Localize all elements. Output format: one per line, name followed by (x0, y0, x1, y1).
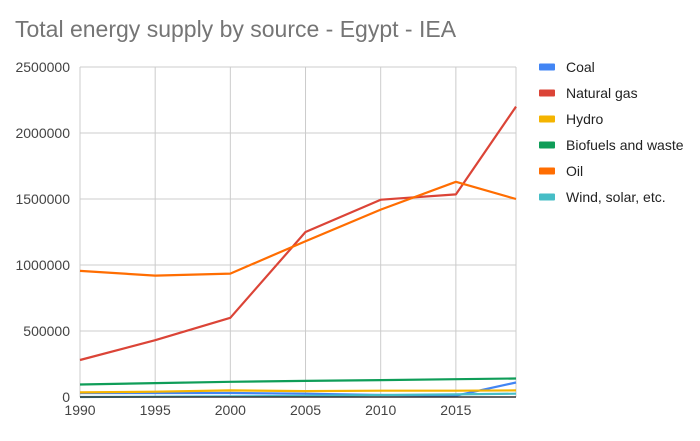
legend-label: Hydro (566, 111, 604, 127)
legend-label: Coal (566, 59, 595, 75)
y-tick-label: 500000 (23, 323, 70, 339)
legend-swatch (539, 63, 555, 71)
chart-title: Total energy supply by source - Egypt - … (15, 16, 457, 42)
x-tick-label: 1995 (140, 402, 171, 418)
legend-swatch (539, 141, 555, 149)
y-tick-label: 0 (62, 389, 70, 405)
series-line-3 (79, 377, 517, 386)
y-tick-label: 1000000 (15, 257, 70, 273)
x-tick-label: 2000 (215, 402, 246, 418)
legend-swatch (539, 167, 555, 175)
y-tick-label: 2000000 (15, 125, 70, 141)
legend-label: Natural gas (566, 85, 638, 101)
legend-swatch (539, 89, 555, 97)
series-lines (79, 105, 517, 399)
legend-label: Biofuels and waste (566, 137, 684, 153)
y-tick-label: 1500000 (15, 191, 70, 207)
legend-label: Wind, solar, etc. (566, 189, 666, 205)
x-tick-label: 2005 (290, 402, 321, 418)
gridlines (79, 66, 517, 397)
x-tick-label: 2010 (365, 402, 396, 418)
x-tick-label: 2015 (440, 402, 471, 418)
y-tick-label: 2500000 (15, 59, 70, 75)
legend-label: Oil (566, 163, 583, 179)
legend: Coal Natural gas Hydro Biofuels and waste Oi… (539, 59, 684, 205)
legend-swatch (539, 193, 555, 201)
series-line-4 (79, 180, 517, 277)
series-line-2 (79, 389, 517, 394)
legend-swatch (539, 115, 555, 123)
y-axis-ticks: 0 500000 1000000 1500000 2000000 2500000 (15, 59, 70, 405)
series-line-1 (79, 105, 517, 362)
x-axis-ticks: 1990 1995 2000 2005 2010 2015 (64, 402, 471, 418)
series-line-0 (80, 381, 517, 397)
x-tick-label: 1990 (64, 402, 95, 418)
